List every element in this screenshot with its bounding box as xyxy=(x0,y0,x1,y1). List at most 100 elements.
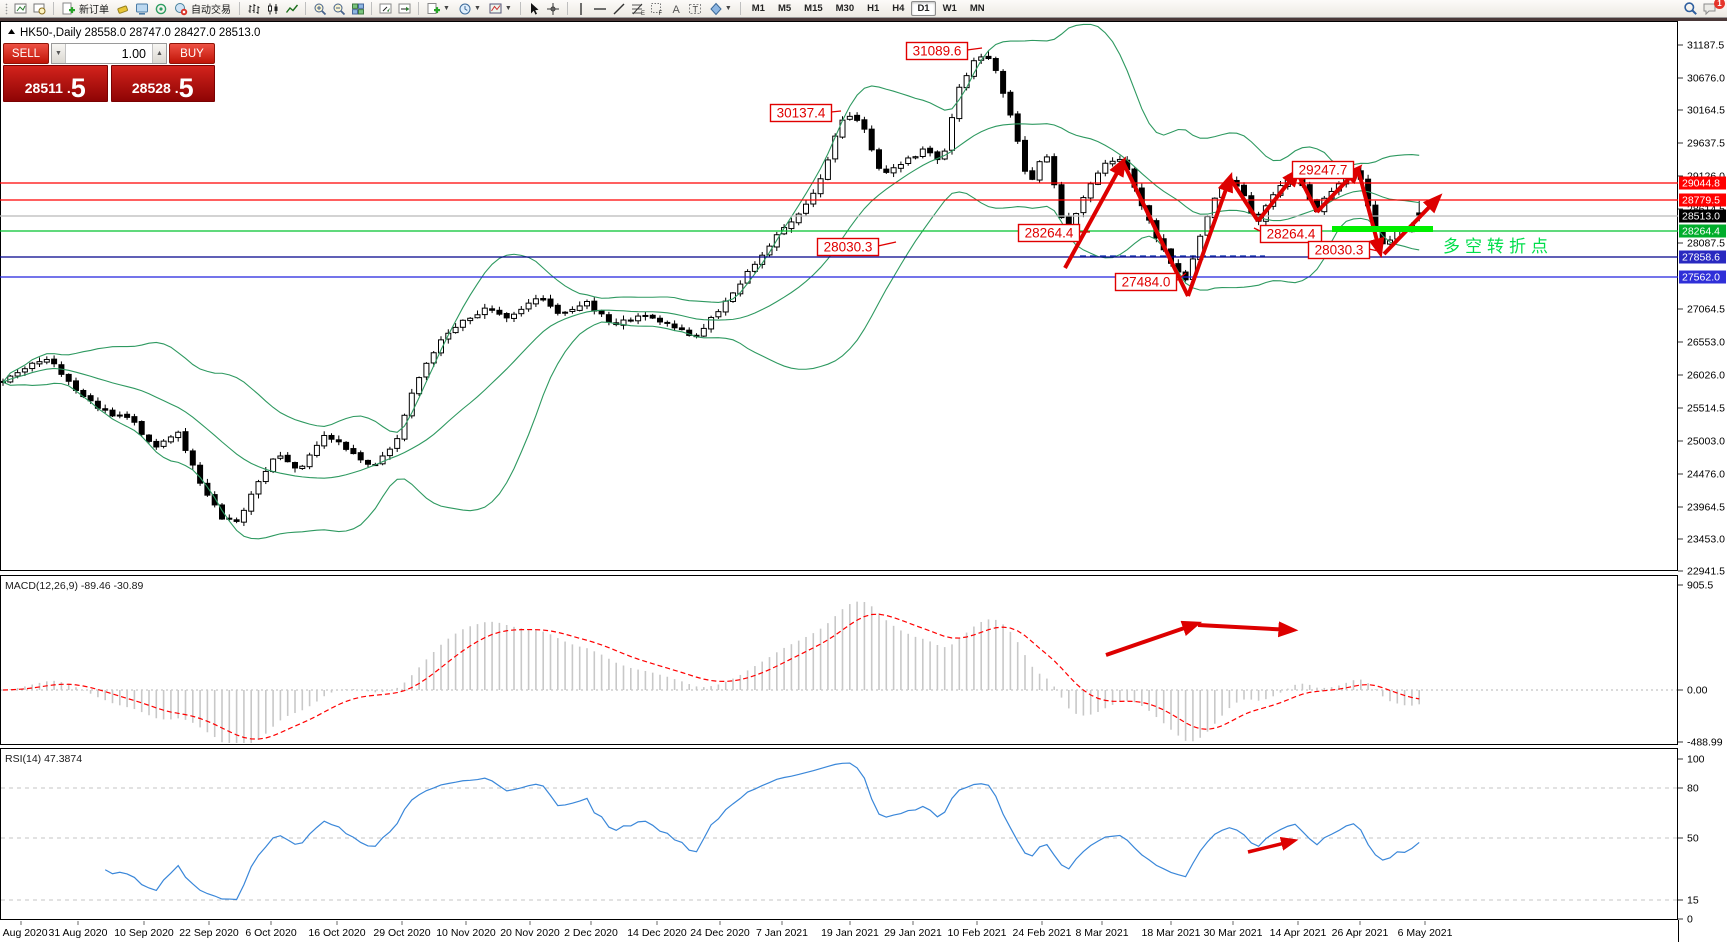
price-annotation[interactable]: 30137.4 xyxy=(769,103,842,123)
news-icon[interactable] xyxy=(152,1,169,17)
price-axis-tick: 25003.0 xyxy=(1687,436,1725,448)
date-axis-label[interactable]: 29 Oct 2020 xyxy=(373,927,430,939)
svg-text:28030.3: 28030.3 xyxy=(1315,243,1364,258)
date-axis-label[interactable]: 6 Oct 2020 xyxy=(245,927,297,939)
volume-increase-button[interactable]: ▲ xyxy=(152,44,166,63)
main-pane[interactable] xyxy=(0,21,1678,571)
buy-price-tile[interactable]: 28528 .5 xyxy=(110,65,215,102)
timeframe-button-w1[interactable]: W1 xyxy=(942,3,957,14)
trend-arrow[interactable] xyxy=(1256,166,1301,223)
date-axis-label[interactable]: 16 Oct 2020 xyxy=(308,927,365,939)
timeframe-button-m15[interactable]: M15 xyxy=(804,3,823,14)
timeframe-button-mn[interactable]: MN xyxy=(969,3,985,14)
timeframe-button-m1[interactable]: M1 xyxy=(751,3,765,14)
timeframe-button-h4[interactable]: H4 xyxy=(892,3,905,14)
autotrade-button[interactable]: 自动交易 xyxy=(171,1,234,17)
timeframe-button-d1[interactable]: D1 xyxy=(911,1,936,16)
date-axis-label[interactable]: 30 Mar 2021 xyxy=(1204,927,1263,939)
trendline-icon[interactable] xyxy=(611,1,628,17)
chart-shift-icon[interactable] xyxy=(377,1,394,17)
terminal-icon[interactable] xyxy=(133,1,150,17)
rsi-pane[interactable] xyxy=(0,748,1678,920)
price-annotation[interactable]: 28264.4 xyxy=(1017,223,1091,243)
date-axis-label[interactable]: 14 Apr 2021 xyxy=(1270,927,1327,939)
bollinger-middle xyxy=(2,123,1420,479)
date-axis-label[interactable]: 24 Feb 2021 xyxy=(1013,927,1072,939)
price-annotation[interactable]: 28030.3 xyxy=(816,237,897,257)
grid-icon[interactable]: F xyxy=(649,1,666,17)
text-label-icon[interactable]: T xyxy=(687,1,704,17)
date-axis-label[interactable]: 31 Aug 2020 xyxy=(49,927,108,939)
price-axis-tick: 22941.5 xyxy=(1687,566,1725,578)
auto-scroll-icon[interactable] xyxy=(396,1,413,17)
macd-label: MACD(12,26,9) -89.46 -30.89 xyxy=(5,580,143,592)
price-annotation[interactable]: 31089.6 xyxy=(905,41,983,61)
date-axis-label[interactable]: 29 Jan 2021 xyxy=(884,927,942,939)
timeframe-button-m30[interactable]: M30 xyxy=(835,3,855,14)
date-axis-label[interactable]: 10 Feb 2021 xyxy=(948,927,1007,939)
date-axis-label[interactable]: 2 Dec 2020 xyxy=(564,927,618,939)
text-icon[interactable]: A xyxy=(668,1,685,17)
trend-arrow[interactable] xyxy=(1063,156,1127,269)
trend-arrow[interactable] xyxy=(1228,176,1260,223)
sell-button[interactable]: SELL xyxy=(3,43,49,64)
zoom-in-icon[interactable] xyxy=(311,1,328,17)
bar-chart-icon[interactable] xyxy=(245,1,262,17)
date-axis-label[interactable]: 6 May 2021 xyxy=(1398,927,1453,939)
trend-arrow[interactable] xyxy=(1186,171,1233,297)
date-axis-label[interactable]: 26 Apr 2021 xyxy=(1332,927,1389,939)
new-order-button[interactable]: 新订单 xyxy=(59,1,112,17)
date-axis-label[interactable]: 18 Mar 2021 xyxy=(1142,927,1201,939)
new-chart-icon[interactable] xyxy=(12,1,29,17)
date-axis-label[interactable]: 24 Dec 2020 xyxy=(690,927,750,939)
crosshair-icon[interactable] xyxy=(545,1,562,17)
timeframe-button-h1[interactable]: H1 xyxy=(867,3,880,14)
macd-trend-arrow[interactable] xyxy=(1197,621,1299,638)
chart-profiles-icon[interactable] xyxy=(31,1,48,17)
price-annotation[interactable]: 28264.4 xyxy=(1253,224,1323,244)
macd-axis-tick: 905.5 xyxy=(1687,580,1713,592)
date-axis-label[interactable]: 22 Sep 2020 xyxy=(179,927,239,939)
date-axis-label[interactable]: 8 Mar 2021 xyxy=(1075,927,1128,939)
volume-input[interactable] xyxy=(66,44,152,63)
periods-button[interactable]: ▼ xyxy=(455,1,484,17)
date-axis-label[interactable]: 7 Jan 2021 xyxy=(756,927,808,939)
notifications-icon[interactable]: 1 xyxy=(1701,0,1725,17)
shapes-button[interactable]: ▼ xyxy=(706,1,735,17)
zoom-out-icon[interactable] xyxy=(330,1,347,17)
indicators-button[interactable]: ▼ xyxy=(486,1,515,17)
vertical-line-icon[interactable] xyxy=(573,1,590,17)
candlestick-chart-icon[interactable] xyxy=(264,1,281,17)
search-icon[interactable] xyxy=(1682,1,1699,17)
date-axis-label[interactable]: 19 Jan 2021 xyxy=(821,927,879,939)
price-annotation[interactable]: 29247.7 xyxy=(1291,160,1355,185)
macd-pane[interactable] xyxy=(0,575,1678,745)
tile-windows-icon[interactable] xyxy=(349,1,366,17)
date-axis-label[interactable]: 20 Nov 2020 xyxy=(500,927,560,939)
rsi-axis-tick: 0 xyxy=(1687,914,1693,926)
eraser-icon[interactable] xyxy=(114,1,131,17)
toolbar-grip[interactable] xyxy=(5,2,8,15)
volume-decrease-button[interactable]: ▼ xyxy=(52,44,66,63)
horizontal-line-icon[interactable] xyxy=(592,1,609,17)
date-axis-label[interactable]: 10 Sep 2020 xyxy=(114,927,174,939)
date-axis-label[interactable]: 9 Aug 2020 xyxy=(0,927,48,939)
rsi-trend-arrow[interactable] xyxy=(1247,837,1299,854)
timeframe-button-m5[interactable]: M5 xyxy=(777,3,792,14)
sell-price-tile[interactable]: 28511 .5 xyxy=(3,65,108,102)
price-axis-tick: 26026.0 xyxy=(1687,370,1725,382)
cursor-icon[interactable] xyxy=(526,1,543,17)
price-annotation[interactable]: 27484.0 xyxy=(1114,272,1187,292)
svg-text:30137.4: 30137.4 xyxy=(777,106,826,121)
date-axis-label[interactable]: 14 Dec 2020 xyxy=(627,927,687,939)
date-axis-label[interactable]: 10 Nov 2020 xyxy=(436,927,496,939)
trend-arrow[interactable] xyxy=(1356,168,1385,259)
line-chart-icon[interactable] xyxy=(283,1,300,17)
macd-trend-arrow[interactable] xyxy=(1105,620,1203,657)
buy-button[interactable]: BUY xyxy=(169,43,215,64)
support-highlight[interactable] xyxy=(1332,226,1433,232)
price-annotation[interactable]: 28030.3 xyxy=(1307,240,1379,260)
templates-button[interactable]: ▼ xyxy=(424,1,453,17)
fibonacci-icon[interactable]: E xyxy=(630,1,647,17)
